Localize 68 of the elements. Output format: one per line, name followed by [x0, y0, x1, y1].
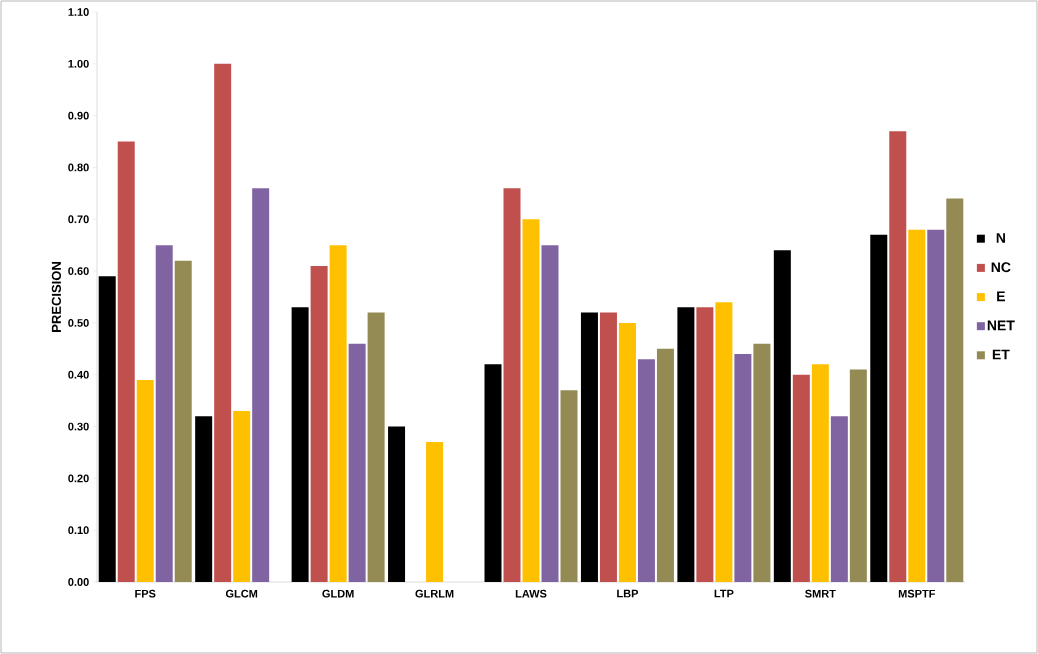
- bar: [811, 364, 829, 582]
- bar: [388, 426, 406, 582]
- bar: [830, 416, 848, 582]
- bar: [599, 312, 617, 582]
- bar: [310, 265, 328, 582]
- y-tick-label: 0.90: [68, 111, 89, 120]
- x-tick-label: GLCM: [225, 589, 258, 598]
- bar: [426, 442, 444, 582]
- bar: [677, 307, 695, 582]
- y-tick-label: 0.60: [68, 267, 89, 275]
- bar: [291, 307, 309, 582]
- bar: [618, 322, 636, 582]
- y-tick-label: 0.50: [68, 319, 89, 327]
- y-tick-label: 0.40: [68, 370, 89, 379]
- x-tick-label: GLDM: [322, 589, 354, 598]
- bar: [329, 245, 347, 582]
- x-tick-label: MSPTF: [898, 589, 936, 598]
- x-tick-label: FPS: [135, 589, 156, 598]
- y-tick-label: 0.20: [68, 474, 89, 483]
- bar: [656, 348, 674, 582]
- bar: [484, 364, 502, 582]
- bar: [753, 343, 771, 582]
- bar: [348, 343, 366, 582]
- y-tick-label: 0.80: [68, 163, 89, 172]
- bar: [696, 307, 714, 582]
- y-tick-label: 1.10: [68, 8, 89, 16]
- bar: [155, 245, 173, 582]
- bar: [214, 63, 232, 582]
- bar: [136, 379, 154, 582]
- bar: [849, 369, 867, 582]
- legend-label: ET: [992, 349, 1010, 360]
- x-tick-label: LBP: [617, 589, 639, 598]
- bar: [522, 219, 540, 582]
- bar: [734, 354, 752, 582]
- bar: [560, 390, 578, 582]
- legend-label: N: [996, 233, 1005, 243]
- bar: [773, 250, 791, 582]
- x-tick-label: LTP: [714, 589, 734, 598]
- legend-label: E: [997, 291, 1005, 302]
- bar: [233, 411, 251, 582]
- bar: [98, 276, 116, 582]
- bar: [580, 312, 598, 582]
- bar: [637, 359, 655, 582]
- y-tick-label: 0.10: [68, 526, 89, 535]
- bar: [195, 416, 213, 582]
- legend-label: NET: [987, 320, 1015, 331]
- bar: [715, 302, 733, 582]
- bar: [367, 312, 385, 582]
- legend-label: NC: [991, 262, 1011, 273]
- bar: [503, 188, 521, 582]
- x-tick-label: SMRT: [805, 589, 836, 598]
- x-tick-label: GLRLM: [415, 589, 454, 598]
- bar: [174, 260, 192, 582]
- bar: [252, 188, 270, 582]
- bar: [908, 229, 926, 582]
- bar: [117, 141, 135, 582]
- y-tick-label: 0.00: [68, 578, 89, 586]
- bar: [792, 374, 810, 582]
- y-axis-title: PRECISION: [51, 262, 61, 332]
- bar: [889, 131, 907, 582]
- y-tick-label: 1.00: [68, 59, 89, 68]
- bar: [927, 229, 945, 582]
- bar: [946, 198, 964, 582]
- y-tick-label: 0.70: [68, 215, 89, 224]
- x-tick-label: LAWS: [515, 589, 547, 598]
- bar: [541, 245, 559, 582]
- bar: [870, 234, 888, 582]
- y-tick-label: 0.30: [68, 422, 89, 431]
